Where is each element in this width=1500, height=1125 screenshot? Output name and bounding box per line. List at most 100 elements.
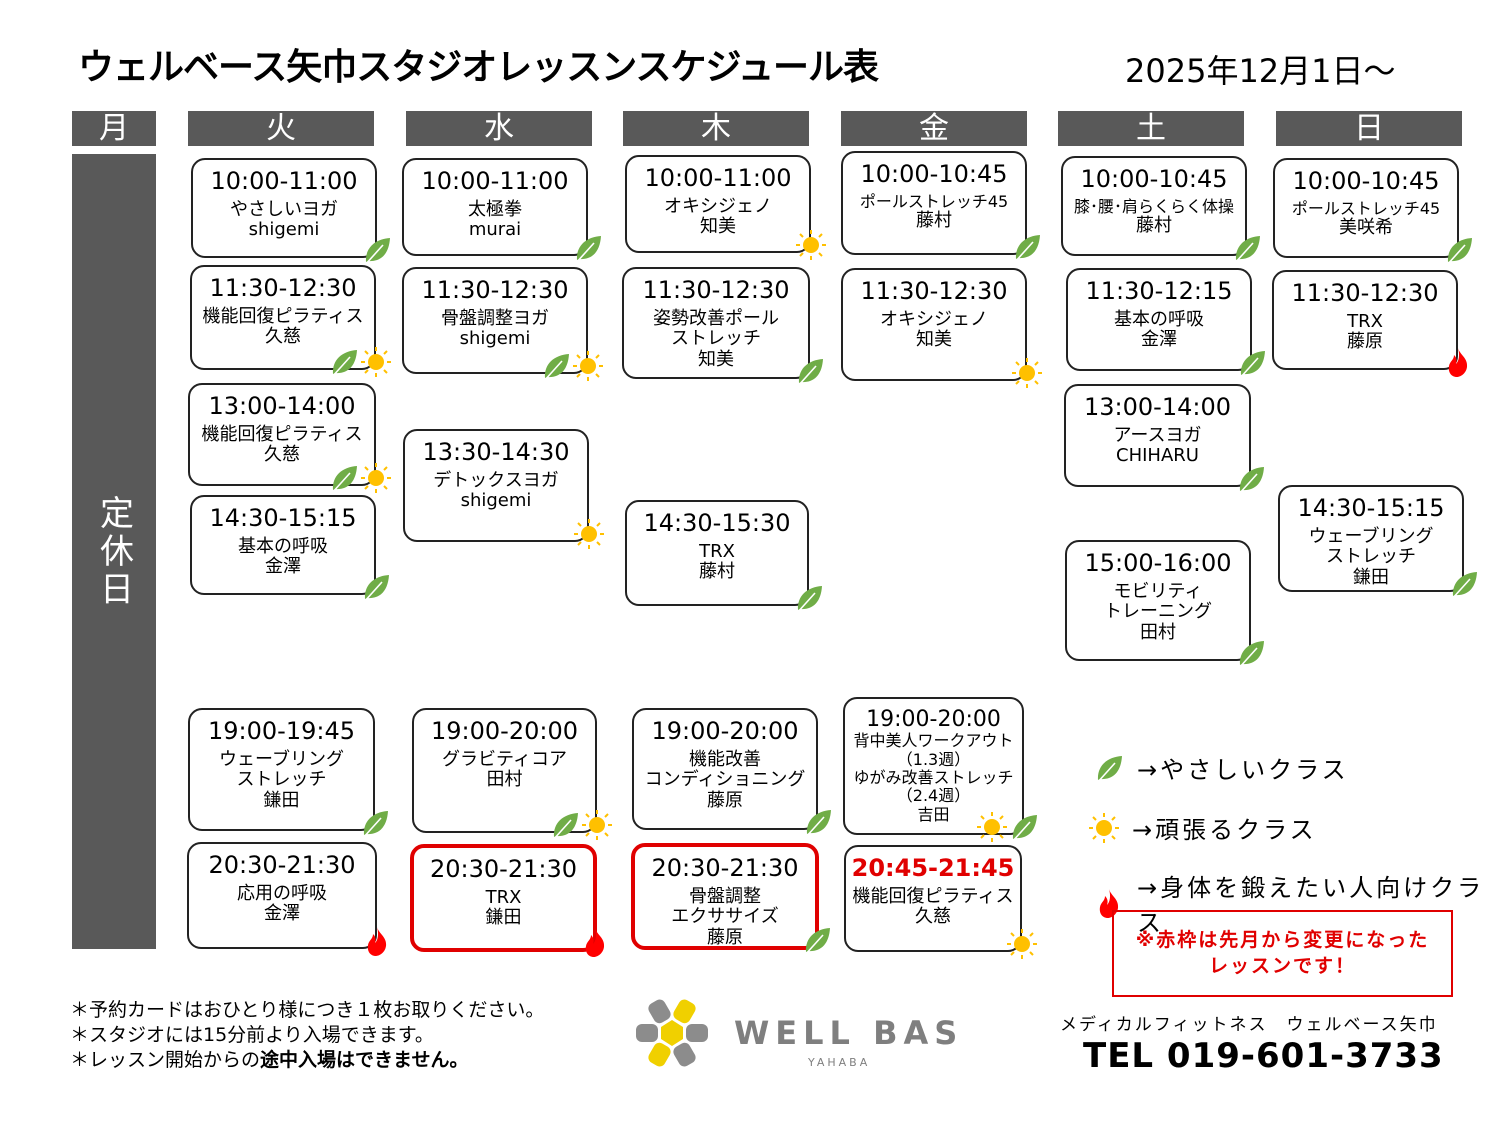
leaf-icon	[793, 582, 825, 614]
class-level-icons	[1235, 463, 1267, 495]
instructor-name: shigemi	[460, 490, 532, 512]
fire-icon	[1442, 346, 1474, 378]
instructor-name: 鎌田	[485, 907, 522, 929]
lesson-name: 機能回復ピラティス	[852, 885, 1014, 907]
lesson-card: 19:00-20:00 機能改善 コンディショニング 藤原	[632, 708, 831, 838]
lesson-name: やさしいヨガ	[230, 198, 338, 220]
instructor-name: 知美	[700, 216, 736, 238]
sun-icon	[572, 350, 604, 382]
lesson-time: 13:00-14:00	[1084, 393, 1231, 421]
lesson-card: 20:45-21:45 機能回復ピラティス 久慈	[844, 845, 1037, 959]
leaf-icon	[1235, 463, 1267, 495]
lesson-time: 20:30-21:30	[208, 851, 356, 879]
notes: ＊予約カードはおひとり様につき１枚お取りください。 ＊スタジオには15分前より入…	[70, 998, 544, 1073]
lesson-name: TRX	[485, 886, 522, 908]
class-level-icons	[1235, 637, 1267, 669]
legend-item-fire: →身体を鍛えたい人向けクラス	[1093, 868, 1500, 938]
sun-icon	[581, 809, 613, 841]
lesson-card: 10:00-11:00 オキシジェノ 知美	[625, 155, 826, 260]
day-header-sat: 土	[1058, 111, 1244, 146]
notice-line: ※赤枠は先月から変更になった	[1135, 928, 1430, 951]
leaf-icon	[328, 346, 360, 378]
day-header-sun: 日	[1276, 111, 1462, 146]
lesson-card: 20:30-21:30 応用の呼吸 金澤	[187, 842, 387, 956]
lesson-time: 14:30-15:15	[1297, 494, 1445, 522]
class-level-icons	[1442, 346, 1474, 378]
lesson-card: 14:30-15:15 ウェーブリング ストレッチ 鎌田	[1278, 485, 1477, 600]
lesson-time: 10:00-10:45	[860, 160, 1008, 188]
phone-number[interactable]: TEL 019-601-3733	[1083, 1036, 1444, 1076]
leaf-icon	[359, 807, 391, 839]
notice-line: レッスンです！	[1208, 954, 1356, 977]
leaf-icon	[1448, 568, 1480, 600]
leaf-icon	[794, 355, 826, 387]
instructor-name: 久慈	[264, 444, 300, 466]
instructor-name: 藤村	[916, 209, 952, 231]
leaf-icon	[361, 234, 393, 266]
class-level-icons	[1236, 347, 1268, 379]
lesson-card: 10:00-11:00 太極拳 murai	[402, 158, 601, 264]
day-header-tue: 火	[188, 111, 374, 146]
lesson-name: ウェーブリング	[1308, 525, 1434, 547]
lesson-time: 13:00-14:00	[208, 392, 356, 420]
note: ＊レッスン開始からの途中入場はできません。	[70, 1049, 469, 1071]
lesson-time: 11:30-12:30	[421, 276, 569, 304]
class-level-icons	[793, 582, 825, 614]
lesson-name: 姿勢改善ポール	[653, 307, 779, 329]
lesson-name: 機能改善	[689, 748, 761, 770]
lesson-name: アースヨガ	[1113, 424, 1202, 446]
lesson-time: 19:00-19:45	[208, 717, 355, 745]
legend-item-leaf: →やさしいクラス	[1093, 750, 1349, 785]
class-level-icons	[1011, 231, 1043, 263]
leaf-icon	[328, 462, 360, 494]
lesson-card: 14:30-15:15 基本の呼吸 金澤	[190, 495, 389, 603]
sun-icon	[795, 229, 827, 261]
class-level-icons	[795, 229, 827, 261]
lesson-card: 11:30-12:30 TRX 藤原	[1272, 270, 1468, 377]
note: ＊予約カードはおひとり様につき１枚お取りください。	[70, 999, 545, 1021]
lesson-name: 機能回復ピラティス	[202, 305, 364, 327]
lesson-name: ストレッチ	[671, 328, 761, 350]
instructor-name: 知美	[698, 348, 734, 370]
lesson-name: ストレッチ	[1326, 546, 1416, 568]
lesson-name: オキシジェノ	[664, 195, 772, 217]
legend-item-sun: →頑張るクラス	[1088, 810, 1317, 845]
instructor-name: 美咲希	[1339, 216, 1393, 238]
sun-icon	[1006, 928, 1038, 960]
lesson-time: 10:00-11:00	[644, 164, 792, 192]
lesson-time: 10:00-11:00	[210, 167, 358, 195]
company-name: メディカルフィットネス ウェルベース矢巾	[1060, 1015, 1438, 1035]
instructor-name: murai	[468, 219, 522, 241]
instructor-name: 久慈	[265, 326, 301, 348]
lesson-card: 11:30-12:30 オキシジェノ 知美	[841, 268, 1042, 388]
lesson-card: 11:30-12:30 骨盤調整ヨガ shigemi	[402, 267, 603, 382]
lesson-card: 11:30-12:30 機能回復ピラティス 久慈	[190, 265, 391, 378]
closed-day-label: 定休日	[72, 154, 156, 949]
lesson-name: オキシジェノ	[880, 308, 988, 330]
class-level-icons	[976, 811, 1040, 843]
instructor-name: 久慈	[915, 906, 951, 928]
lesson-time: 11:30-12:30	[860, 277, 1008, 305]
lesson-card: 10:00-10:45 ポールストレッチ45 藤村	[841, 151, 1040, 263]
class-level-icons	[361, 234, 393, 266]
class-level-icons	[359, 807, 391, 839]
lesson-time: 13:30-14:30	[422, 438, 570, 466]
leaf-icon	[1011, 231, 1043, 263]
leaf-icon	[1235, 637, 1267, 669]
sun-icon	[360, 346, 392, 378]
leaf-icon	[1443, 234, 1475, 266]
leaf-icon	[549, 809, 581, 841]
lesson-card: 19:00-20:00 グラビティコア 田村	[412, 708, 612, 841]
class-level-icons	[801, 924, 833, 956]
lesson-time: 14:30-15:30	[643, 509, 791, 537]
lesson-card: 11:30-12:30 姿勢改善ポール ストレッチ 知美	[622, 267, 823, 387]
instructor-name: shigemi	[248, 219, 320, 241]
lesson-name: エクササイズ	[671, 906, 779, 928]
instructor-name: 藤村	[1136, 214, 1172, 236]
lesson-name: （1.3週）	[896, 749, 971, 769]
lesson-time: 19:00-20:00	[866, 707, 1001, 732]
instructor-name: 金澤	[264, 903, 300, 925]
lesson-card: 19:00-19:45 ウェーブリング ストレッチ 鎌田	[188, 708, 388, 839]
instructor-name: shigemi	[459, 328, 531, 350]
lesson-name: 機能回復ピラティス	[201, 423, 363, 445]
